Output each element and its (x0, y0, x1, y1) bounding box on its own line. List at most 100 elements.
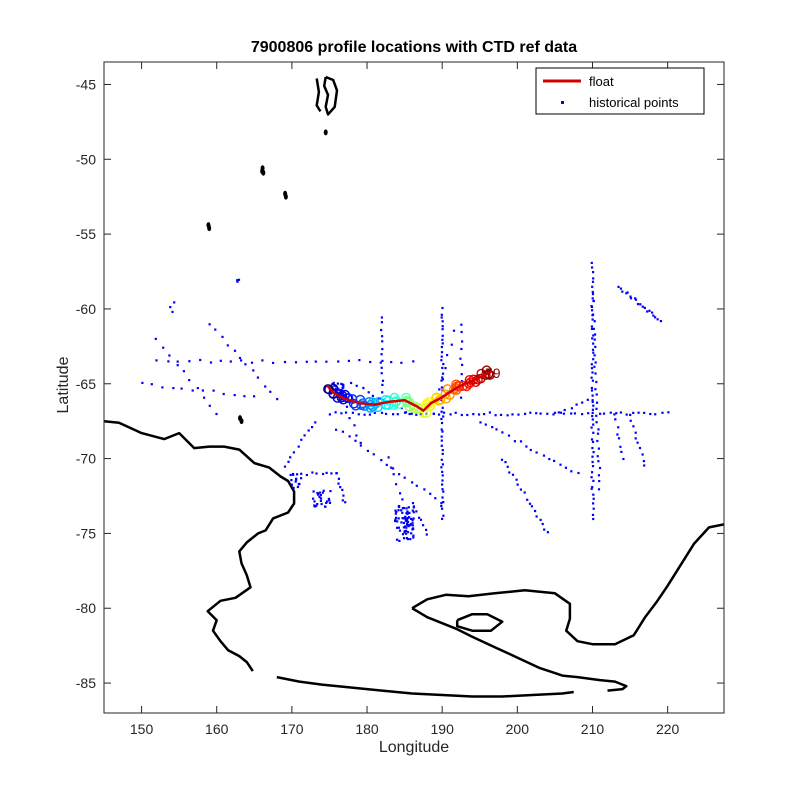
historical-point (613, 413, 616, 416)
historical-point (418, 516, 421, 519)
y-axis-label: Latitude (55, 356, 72, 413)
historical-point (477, 413, 481, 416)
historical-point (525, 445, 528, 448)
historical-point (240, 359, 243, 362)
historical-point (449, 413, 452, 416)
historical-point (590, 325, 593, 328)
float-profile (425, 401, 435, 411)
historical-point (442, 362, 445, 366)
coastline (315, 78, 322, 113)
historical-point (591, 280, 595, 283)
historical-point (410, 532, 413, 535)
historical-point (543, 528, 546, 531)
historical-point (442, 514, 445, 517)
historical-point (415, 484, 418, 487)
legend-box (535, 67, 705, 115)
x-axis-label: Longitude (379, 739, 449, 756)
historical-point (441, 507, 444, 510)
float-track (326, 370, 492, 413)
historical-point (333, 384, 336, 387)
float-profile (440, 389, 451, 400)
historical-point (563, 408, 566, 412)
historical-point (400, 521, 403, 524)
historical-point (300, 438, 303, 441)
y-tick-label: -60 (76, 301, 96, 317)
historical-point (592, 493, 595, 496)
historical-point (472, 413, 475, 416)
historical-point (292, 486, 295, 489)
historical-point (594, 333, 597, 336)
historical-point (236, 279, 239, 282)
historical-point (415, 413, 418, 416)
historical-point (261, 359, 264, 362)
historical-point (380, 411, 384, 414)
historical-point (541, 522, 544, 526)
historical-point (311, 471, 314, 474)
historical-point (437, 413, 441, 416)
historical-point (238, 356, 242, 360)
historical-point (316, 503, 319, 506)
historical-point (372, 453, 375, 456)
historical-point (250, 361, 254, 364)
historical-point (441, 517, 444, 520)
historical-point (380, 316, 383, 319)
historical-point (654, 413, 657, 416)
historical-point (381, 379, 385, 382)
historical-point (176, 360, 179, 363)
historical-point (595, 393, 598, 396)
historical-point (619, 445, 622, 448)
historical-point (440, 466, 443, 469)
historical-point (440, 398, 443, 402)
historical-point (407, 506, 410, 509)
historical-point (348, 417, 351, 420)
historical-point (408, 412, 411, 416)
historical-point (441, 342, 444, 345)
historical-point (592, 342, 595, 345)
historical-point (406, 538, 409, 541)
historical-point (651, 311, 654, 314)
historical-point (596, 455, 599, 458)
historical-point (188, 379, 191, 382)
historical-point (591, 446, 594, 450)
historical-point (357, 413, 360, 416)
historical-point (591, 411, 594, 414)
historical-point (340, 412, 343, 415)
historical-point (215, 412, 218, 416)
historical-point (317, 493, 320, 496)
historical-point (253, 395, 256, 398)
historical-point (300, 477, 303, 480)
historical-point (617, 437, 621, 440)
historical-point (342, 494, 345, 497)
historical-point (643, 464, 646, 467)
historical-point (440, 435, 443, 438)
historical-point (593, 354, 596, 357)
historical-point (438, 388, 441, 391)
y-tick-label: -55 (76, 226, 96, 242)
historical-point (325, 360, 328, 363)
historical-point (425, 528, 428, 531)
historical-point (598, 480, 601, 483)
historical-point (392, 467, 395, 470)
historical-point (392, 473, 395, 476)
historical-point (440, 351, 444, 354)
historical-point (180, 387, 183, 390)
historical-point (368, 413, 371, 416)
historical-point (141, 381, 144, 384)
historical-point (406, 524, 409, 527)
island (283, 190, 288, 197)
historical-point (173, 301, 176, 304)
historical-point (394, 512, 397, 515)
historical-point (402, 521, 405, 525)
historical-point (559, 411, 562, 414)
historical-point (590, 327, 594, 330)
historical-point (591, 290, 594, 294)
historical-point (208, 404, 211, 407)
legend-float-label: float (589, 74, 614, 89)
historical-point (297, 445, 300, 448)
historical-point (659, 320, 662, 323)
historical-point (315, 472, 318, 475)
historical-point (341, 488, 344, 491)
historical-point (402, 517, 405, 520)
historical-point (440, 421, 444, 425)
historical-point (387, 456, 390, 459)
